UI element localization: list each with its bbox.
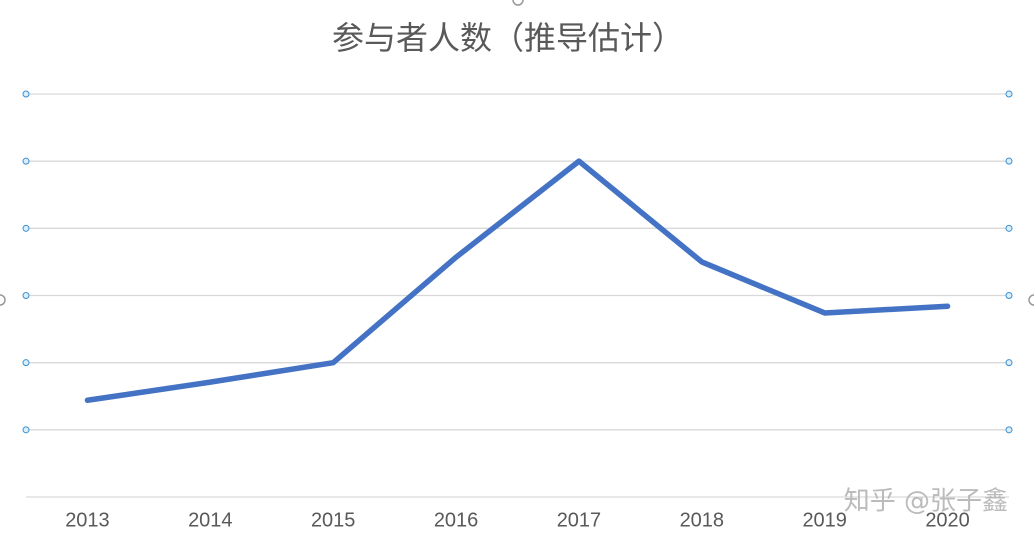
selection-handle <box>1005 426 1013 434</box>
selection-handle <box>1005 224 1013 232</box>
x-tick-label: 2013 <box>65 509 110 531</box>
x-tick-label: 2018 <box>680 509 725 531</box>
selection-handle <box>1005 359 1013 367</box>
selection-handle <box>1005 292 1013 299</box>
watermark: 知乎 @张子鑫 <box>844 487 1008 517</box>
selection-handle <box>22 157 30 165</box>
selection-handle <box>22 224 30 232</box>
selection-handle <box>1005 157 1013 165</box>
chart-title: 参与者人数（推导估计） <box>332 19 684 57</box>
x-tick-label: 2017 <box>557 509 602 531</box>
x-tick-label: 2020 <box>925 509 970 531</box>
x-tick-label: 2016 <box>434 509 479 531</box>
selection-handle <box>22 426 30 434</box>
selection-handle <box>22 359 30 367</box>
selection-handle <box>22 90 30 98</box>
selection-handle <box>512 0 524 6</box>
x-tick-label: 2019 <box>802 509 847 531</box>
x-tick-label: 2015 <box>311 509 356 531</box>
selection-handle <box>0 294 6 306</box>
selection-handle <box>1005 90 1013 98</box>
selection-handle <box>22 292 30 299</box>
selection-handle <box>1028 294 1034 306</box>
x-tick-label: 2014 <box>188 509 233 531</box>
data-line <box>84 158 951 404</box>
